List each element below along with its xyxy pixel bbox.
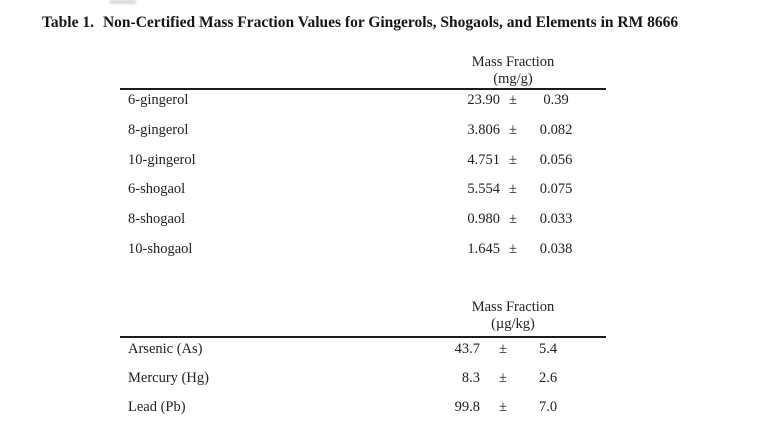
column-header-title: Mass Fraction <box>471 299 555 315</box>
plus-minus-sign: ± <box>509 121 517 138</box>
plus-minus-sign: ± <box>509 240 517 257</box>
plus-minus-sign: ± <box>509 92 517 108</box>
plus-minus-sign: ± <box>509 211 517 228</box>
uncertainty-cell: 5.4 <box>538 341 558 357</box>
uncertainty-cell: 2.6 <box>538 370 558 387</box>
plus-minus-sign: ± <box>509 151 517 168</box>
column-header-unit: (µg/kg) <box>491 315 535 332</box>
value-cell: 23.90 <box>467 92 500 108</box>
column-header-mass-fraction-ug: Mass Fraction (µg/kg) <box>413 299 613 332</box>
column-header-title: Mass Fraction <box>471 54 555 70</box>
plus-minus-sign: ± <box>509 181 517 198</box>
plus-minus-sign: ± <box>499 399 507 416</box>
row-spacer <box>586 123 606 150</box>
row-spacer <box>586 93 606 120</box>
analyte-label: 6-shogaol <box>128 181 186 198</box>
value-cell: 5.554 <box>467 181 500 198</box>
value-cell: 3.806 <box>467 121 500 138</box>
table-rule-top-2 <box>120 336 606 338</box>
table-row: 6-shogaol 5.554 ± 0.075 <box>120 179 606 209</box>
uncertainty-cell: 0.39 <box>543 92 569 108</box>
analyte-label: 8-gingerol <box>128 121 189 138</box>
table-row: 10-shogaol 1.645 ± 0.038 <box>120 239 606 269</box>
plus-minus-sign: ± <box>499 370 507 387</box>
value-cell: 99.8 <box>454 399 480 416</box>
table-row: Mercury (Hg) 8.3 ± 2.6 <box>120 367 606 396</box>
row-spacer <box>586 242 606 269</box>
table-body-elements: Arsenic (As) 43.7 ± 5.4 Mercury (Hg) 8.3… <box>120 338 606 426</box>
value-cell: 43.7 <box>454 341 480 357</box>
value-cell: 8.3 <box>461 370 480 387</box>
column-header-unit: (mg/g) <box>493 70 533 87</box>
value-cell: 0.980 <box>467 211 500 228</box>
uncertainty-cell: 0.075 <box>539 181 573 198</box>
analyte-label: 10-shogaol <box>128 240 193 257</box>
table-caption-text: Non-Certified Mass Fraction Values for G… <box>102 14 679 31</box>
uncertainty-cell: 0.082 <box>539 121 573 138</box>
uncertainty-cell: 0.056 <box>539 151 573 168</box>
row-spacer <box>570 400 606 425</box>
analyte-label: 10-gingerol <box>128 151 196 168</box>
table-rule-top-1 <box>120 88 606 90</box>
table-row: Arsenic (As) 43.7 ± 5.4 <box>120 338 606 367</box>
table-row: 8-shogaol 0.980 ± 0.033 <box>120 209 606 239</box>
analyte-label: Lead (Pb) <box>128 399 186 416</box>
table-row: 6-gingerol 23.90 ± 0.39 <box>120 90 606 120</box>
table-caption: Table 1. Non-Certified Mass Fraction Valu… <box>42 13 678 33</box>
analyte-label: Mercury (Hg) <box>128 370 209 387</box>
table-row: 8-gingerol 3.806 ± 0.082 <box>120 120 606 150</box>
uncertainty-cell: 7.0 <box>538 399 558 416</box>
row-spacer <box>586 212 606 239</box>
analyte-label: 6-gingerol <box>128 92 189 108</box>
row-spacer <box>570 342 606 367</box>
row-spacer <box>586 182 606 209</box>
value-cell: 1.645 <box>467 240 500 257</box>
value-cell: 4.751 <box>467 151 500 168</box>
table-body-gingerols-shogaols: 6-gingerol 23.90 ± 0.39 8-gingerol 3.806… <box>120 90 606 269</box>
row-spacer <box>570 371 606 396</box>
plus-minus-sign: ± <box>499 341 507 357</box>
table-row: 10-gingerol 4.751 ± 0.056 <box>120 150 606 180</box>
uncertainty-cell: 0.033 <box>539 211 573 228</box>
scan-artifact <box>110 0 136 4</box>
column-header-mass-fraction-mg: Mass Fraction (mg/g) <box>413 54 613 87</box>
analyte-label: 8-shogaol <box>128 211 186 228</box>
row-spacer <box>586 153 606 180</box>
uncertainty-cell: 0.038 <box>539 240 573 257</box>
table-row: Lead (Pb) 99.8 ± 7.0 <box>120 396 606 425</box>
table-caption-label: Table 1. <box>42 14 94 31</box>
analyte-label: Arsenic (As) <box>128 341 203 357</box>
